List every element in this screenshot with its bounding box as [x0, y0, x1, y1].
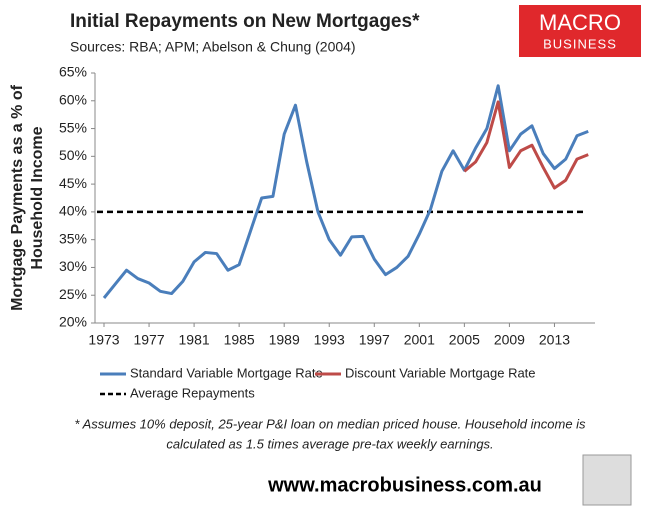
chart-title: Initial Repayments on New Mortgages* — [70, 11, 420, 32]
y-tick-label: 20% — [59, 314, 87, 330]
y-tick-label: 40% — [59, 203, 87, 219]
y-tick-label: 50% — [59, 147, 87, 163]
y-tick-label: 25% — [59, 286, 87, 302]
x-tick-label: 1989 — [269, 332, 300, 348]
chart-subtitle: Sources: RBA; APM; Abelson & Chung (2004… — [70, 39, 356, 55]
y-tick-label: 65% — [59, 64, 87, 80]
x-tick-label: 1997 — [359, 332, 390, 348]
logo-box — [519, 5, 641, 57]
legend-label: Standard Variable Mortgage Rate — [130, 365, 323, 380]
x-tick-label: 1985 — [224, 332, 255, 348]
x-tick-label: 2009 — [494, 332, 525, 348]
footnote: * Assumes 10% deposit, 25-year P&I loan … — [74, 416, 586, 431]
y-tick-label: 30% — [59, 258, 87, 274]
y-tick-label: 45% — [59, 175, 87, 191]
x-tick-label: 1973 — [88, 332, 119, 348]
x-tick-label: 2013 — [539, 332, 570, 348]
x-tick-label: 2005 — [449, 332, 480, 348]
logo-text: BUSINESS — [543, 36, 617, 51]
y-tick-label: 55% — [59, 119, 87, 135]
x-tick-label: 1993 — [314, 332, 345, 348]
legend-label: Discount Variable Mortgage Rate — [345, 365, 536, 380]
logo-text: MACRO — [539, 10, 621, 35]
series-line — [463, 100, 589, 190]
legend-label: Average Repayments — [130, 385, 255, 400]
y-tick-label: 35% — [59, 230, 87, 246]
x-tick-label: 2001 — [404, 332, 435, 348]
series-line — [102, 84, 589, 299]
y-axis-title: Mortgage Payments as a % of Household In… — [9, 84, 46, 311]
y-axis-title-line: Mortgage Payments as a % of — [9, 84, 26, 311]
x-tick-label: 1977 — [133, 332, 164, 348]
x-tick-label: 1981 — [179, 332, 210, 348]
footnote: calculated as 1.5 times average pre-tax … — [166, 436, 493, 451]
y-axis-title-line: Household Income — [29, 126, 46, 269]
y-tick-label: 60% — [59, 91, 87, 107]
wolf-icon — [582, 454, 632, 506]
url: www.macrobusiness.com.au — [267, 474, 542, 496]
